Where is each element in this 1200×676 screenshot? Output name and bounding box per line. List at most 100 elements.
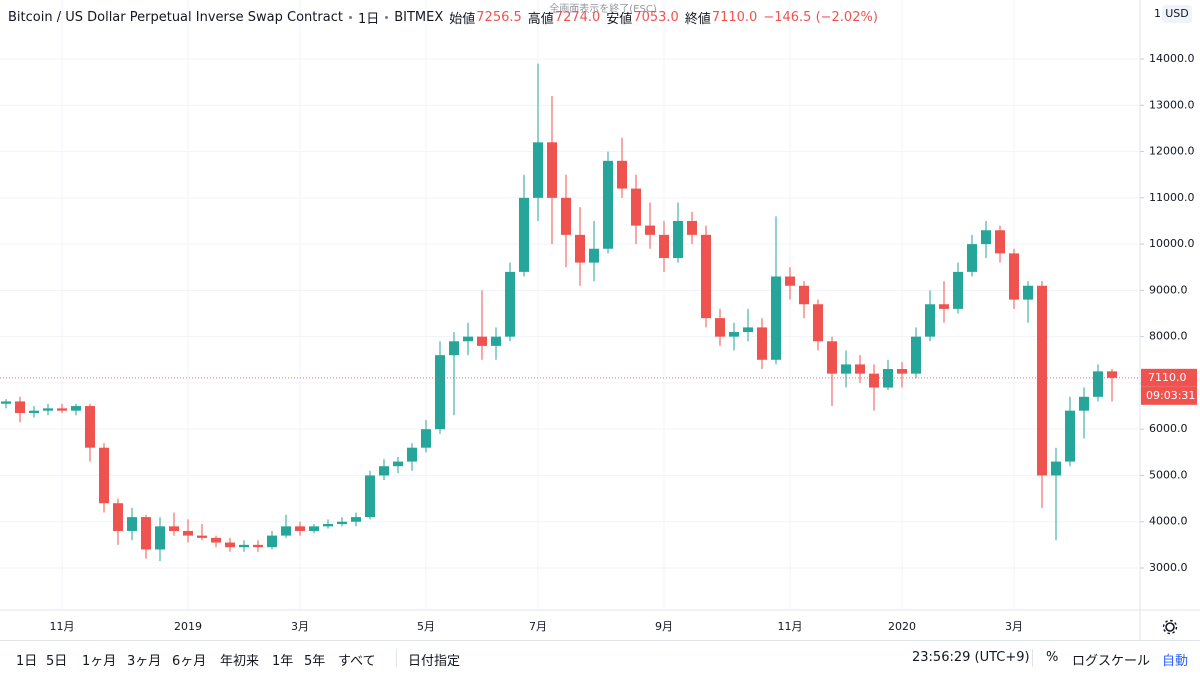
x-tick-label: 11月 — [778, 620, 803, 633]
last-price-badge — [1141, 368, 1197, 387]
candle-body — [1051, 461, 1061, 476]
range-button[interactable]: 1日 — [16, 654, 38, 669]
candle-body — [15, 401, 25, 413]
candle-body — [645, 225, 655, 235]
x-tick-label: 2020 — [888, 620, 916, 633]
candle-body — [827, 341, 837, 374]
close-value: 7110.0 — [711, 10, 758, 25]
open-label: 始値 — [449, 12, 476, 27]
candle-body — [953, 271, 963, 309]
currency: USD — [1165, 7, 1189, 20]
candle-body — [939, 304, 949, 309]
candle-body — [407, 447, 417, 462]
range-button[interactable]: 3ヶ月 — [127, 654, 162, 669]
grid — [0, 0, 1140, 610]
candle-body — [155, 526, 165, 550]
close-label: 終値 — [684, 12, 711, 27]
log-button[interactable]: ログスケール — [1072, 654, 1151, 669]
candle-body — [379, 466, 389, 476]
open-value: 7256.5 — [476, 10, 522, 25]
fullscreen-hint: 全画面表示を終了(ESC) — [549, 2, 657, 15]
candle-body — [785, 276, 795, 286]
candle-body — [295, 526, 305, 531]
candle-body — [1, 401, 11, 404]
y-tick-label: 8000.0 — [1149, 330, 1188, 343]
candle-body — [99, 447, 109, 504]
candle-body — [631, 188, 641, 226]
candle-body — [365, 475, 375, 518]
high-label: 高値 — [527, 12, 554, 27]
candle-body — [743, 327, 753, 333]
candle-body — [113, 503, 123, 531]
date-range-button[interactable]: 日付指定 — [408, 654, 461, 669]
candle-body — [1107, 371, 1117, 378]
range-button[interactable]: 5年 — [304, 654, 326, 669]
y-tick-label: 5000.0 — [1149, 468, 1188, 481]
auto-button[interactable]: 自動 — [1162, 654, 1189, 669]
candle-body — [421, 429, 431, 448]
candle-body — [799, 285, 809, 305]
candle-body — [309, 526, 319, 531]
candle-body — [127, 517, 137, 531]
candle-body — [547, 142, 557, 198]
settings-icon[interactable] — [1162, 619, 1178, 635]
candle-body — [491, 336, 501, 346]
candle-body — [323, 524, 333, 527]
candle-body — [561, 197, 571, 235]
candle-body — [855, 364, 865, 374]
x-tick-label: 7月 — [529, 620, 547, 633]
candle-body — [757, 327, 767, 360]
candle-body — [841, 364, 851, 374]
candle-body — [925, 304, 935, 337]
candle-body — [253, 544, 263, 548]
candle-body — [43, 408, 53, 411]
candle-body — [183, 530, 193, 536]
range-button[interactable]: すべて — [338, 654, 376, 669]
candle-body — [505, 271, 515, 337]
candle-body — [1037, 285, 1047, 476]
candle-body — [813, 304, 823, 342]
candle-body — [463, 336, 473, 342]
candle-body — [533, 142, 543, 198]
candle-body — [211, 537, 221, 543]
separator — [396, 649, 397, 667]
change: −146.5 (−2.02%) — [763, 10, 878, 25]
symbol[interactable]: Bitcoin / US Dollar Perpetual Inverse Sw… — [8, 10, 343, 25]
range-button[interactable]: 1年 — [272, 654, 294, 669]
exchange: BITMEX — [394, 10, 444, 25]
toolbar: 日付指定 23:56:29 (UTC+9) % ログスケール 自動 1日 5日 1ヶ… — [0, 640, 1200, 676]
candle-body — [519, 197, 529, 272]
candle-body — [589, 248, 599, 263]
interval[interactable]: 1日 — [357, 12, 380, 27]
low-value: 7053.0 — [633, 10, 679, 25]
header: Bitcoin / US Dollar Perpetual Inverse Sw… — [8, 8, 878, 27]
countdown-badge — [1141, 386, 1197, 405]
candle-body — [981, 230, 991, 245]
candle-body — [911, 336, 921, 374]
clock[interactable]: 23:56:29 (UTC+9) — [912, 650, 1030, 665]
currency-badge — [1162, 5, 1192, 23]
candle-body — [1065, 410, 1075, 462]
range-button[interactable]: 6ヶ月 — [172, 654, 207, 669]
x-tick-label: 11月 — [50, 620, 75, 633]
candle-body — [239, 544, 249, 548]
range-button[interactable]: 5日 — [46, 654, 68, 669]
candle-body — [617, 160, 627, 189]
range-button[interactable]: 1ヶ月 — [82, 654, 117, 669]
candle-body — [169, 526, 179, 531]
candle-body — [687, 220, 697, 235]
candle-body — [967, 244, 977, 272]
x-tick-label: 2019 — [174, 620, 202, 633]
candle-body — [197, 535, 207, 538]
candle-body — [71, 406, 81, 411]
candle-body — [29, 410, 39, 413]
countdown: 09:03:31 — [1146, 389, 1195, 402]
y-tick-label: 10000.0 — [1149, 237, 1195, 250]
candle-body — [57, 408, 67, 411]
percent-button[interactable]: % — [1046, 650, 1059, 665]
candle-body — [575, 234, 585, 263]
range-button[interactable]: 年初来 — [220, 654, 260, 669]
candle-body — [351, 517, 361, 522]
candle-body — [281, 526, 291, 536]
